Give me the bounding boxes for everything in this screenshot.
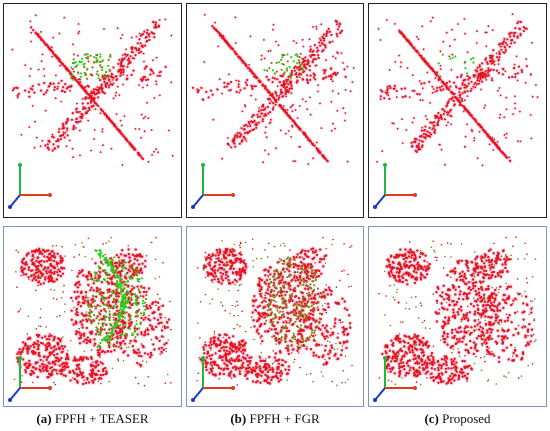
point-cloud-top-b: [190, 13, 356, 209]
point-cloud-bottom-a: [8, 236, 172, 402]
point-cloud-bottom-b: [191, 237, 353, 402]
panel-top-a: [3, 3, 182, 218]
caption-a: (a) FPFH + TEASER: [3, 410, 182, 428]
panel-bottom-a: [3, 226, 182, 407]
caption-b-letter: (b): [230, 411, 247, 426]
panel-top-b: [186, 3, 364, 218]
coordinate-axes-icon: [191, 356, 235, 402]
coordinate-axes-icon: [191, 163, 235, 209]
caption-a-text: FPFH + TEASER: [54, 411, 149, 426]
caption-c-text: Proposed: [442, 411, 491, 426]
panel-top-c: [368, 3, 547, 218]
coordinate-axes-icon: [373, 356, 417, 402]
coordinate-axes-icon: [8, 356, 52, 402]
caption-c-letter: (c): [424, 411, 439, 426]
caption-b-text: FPFH + FGR: [249, 411, 320, 426]
caption-b: (b) FPFH + FGR: [186, 410, 364, 428]
caption-a-letter: (a): [36, 411, 52, 426]
panel-bottom-b: [186, 226, 364, 407]
coordinate-axes-icon: [373, 163, 417, 209]
panel-bottom-c: [368, 226, 547, 407]
coordinate-axes-icon: [8, 163, 52, 209]
point-cloud-top-a: [8, 13, 175, 209]
point-cloud-bottom-c: [373, 236, 537, 402]
point-cloud-top-c: [373, 12, 540, 209]
caption-c: (c) Proposed: [368, 410, 547, 428]
